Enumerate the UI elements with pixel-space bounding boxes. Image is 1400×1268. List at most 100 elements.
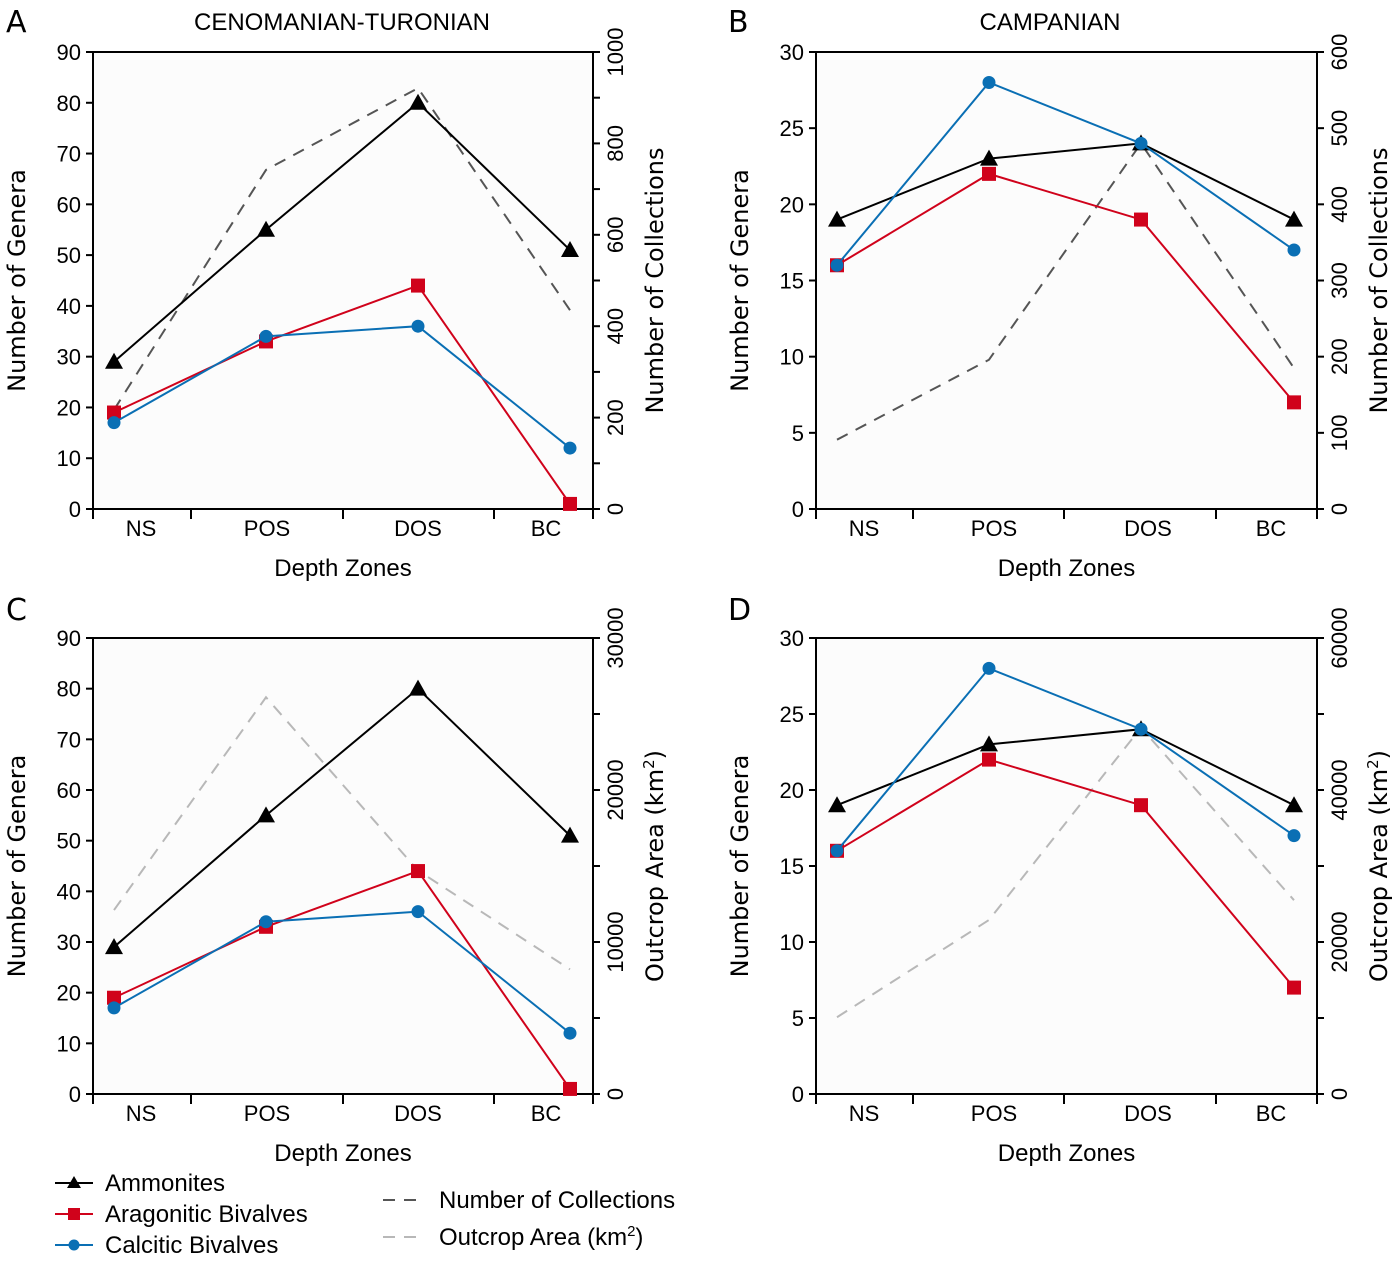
y2-tick-label: 600 (1327, 34, 1352, 71)
series-line-ammonites (836, 728, 1295, 807)
legend-marker-triangle (67, 1176, 81, 1188)
y-tick-label: 50 (57, 243, 81, 268)
y-tick-label: 5 (792, 421, 804, 446)
y-tick-label: 15 (780, 269, 804, 294)
y2-tick-label: 0 (603, 1088, 628, 1100)
data-point-aragonitic (107, 405, 121, 420)
y-axis-label: Number of Genera (3, 755, 31, 978)
series-line-ammonites (113, 101, 571, 363)
legend-item-ammonites: Ammonites (55, 1170, 225, 1197)
x-tick-label: BC (1256, 516, 1287, 541)
y2-tick-label: 20000 (1327, 911, 1352, 972)
y-tick-label: 40 (57, 294, 81, 319)
series-outcrop (836, 726, 1295, 1019)
x-tick-label: POS (971, 516, 1017, 541)
y-tick-label: 20 (780, 192, 804, 217)
y2-axis-label: Number of Collections (641, 147, 669, 413)
data-point-ammonites (257, 220, 275, 237)
data-point-calcitic (830, 258, 844, 272)
series-line-calcitic (113, 910, 571, 1034)
data-point-calcitic (982, 661, 996, 675)
y-axis-label: Number of Genera (726, 755, 754, 978)
x-axis-label: Depth Zones (998, 1140, 1135, 1167)
legend-marker-circle (68, 1239, 80, 1251)
y-tick-label: 30 (780, 626, 804, 651)
data-point-ammonites (409, 93, 427, 110)
y2-tick-label: 1000 (603, 28, 628, 77)
panel-d: D 0 5 10 15 20 25 30 0 20000 40000 60000 NS POS DOS BC D… (726, 593, 1393, 1167)
x-tick-label: NS (849, 1101, 880, 1126)
x-axis-label: Depth Zones (274, 1140, 411, 1167)
y-tick-label: 10 (57, 446, 81, 471)
panel-c: C 0 10 20 30 40 50 60 70 80 90 0 10000 20000 30000 NS PO… (3, 593, 669, 1167)
y2-tick-label: 100 (1327, 414, 1352, 451)
y-tick-label: 70 (57, 142, 81, 167)
data-point-ammonites (980, 735, 998, 752)
x-tick-label: BC (531, 1101, 562, 1126)
data-point-aragonitic (563, 496, 577, 511)
series-line-outcrop (836, 726, 1295, 1019)
panel-letter: D (728, 593, 751, 628)
y-tick-label: 10 (780, 345, 804, 370)
x-tick-label: BC (1256, 1101, 1287, 1126)
panel-b: B CAMPANIAN051015202530010020030040050060… (726, 5, 1393, 582)
y2-tick-label: 20000 (603, 759, 628, 820)
y2-tick-label: 0 (1327, 503, 1352, 515)
y-tick-label: 20 (57, 981, 81, 1006)
y-tick-label: 80 (57, 91, 81, 116)
y2-tick-label: 400 (603, 308, 628, 345)
legend-label: Number of Collections (439, 1187, 675, 1214)
y-tick-label: 20 (780, 778, 804, 803)
x-tick-label: POS (971, 1101, 1017, 1126)
data-point-calcitic (411, 319, 425, 333)
data-point-calcitic (1134, 136, 1148, 150)
x-tick-label: BC (531, 516, 562, 541)
data-point-aragonitic (1287, 395, 1301, 410)
y2-tick-label: 800 (603, 125, 628, 162)
series-line-collections (113, 86, 571, 411)
series-line-collections (836, 141, 1295, 441)
y-tick-label: 60 (57, 192, 81, 217)
y-tick-label: 70 (57, 727, 81, 752)
y2-tick-label: 30000 (603, 607, 628, 668)
series-outcrop (113, 695, 571, 971)
y2-tick-label: 600 (603, 216, 628, 253)
legend: Ammonites Aragonitic Bivalves Calcitic Biv… (55, 1170, 675, 1259)
series-line-aragonitic (836, 172, 1295, 404)
data-point-ammonites (828, 796, 846, 813)
series-line-outcrop (113, 695, 571, 971)
data-point-ammonites (1285, 210, 1303, 227)
data-point-ammonites (561, 241, 579, 258)
y-axis-label: Number of Genera (3, 169, 31, 392)
y2-tick-label: 10000 (603, 911, 628, 972)
series-ammonites (105, 679, 579, 955)
y2-tick-label: 300 (1327, 262, 1352, 299)
data-point-ammonites (257, 806, 275, 823)
data-point-calcitic (107, 416, 121, 430)
data-point-calcitic (982, 75, 996, 89)
series-line-aragonitic (836, 758, 1295, 989)
y-tick-label: 0 (69, 497, 81, 522)
data-point-calcitic (107, 1001, 121, 1015)
data-point-aragonitic (411, 864, 425, 879)
legend-label: Outcrop Area (km2) (439, 1223, 643, 1251)
series-line-calcitic (836, 81, 1295, 266)
y-tick-label: 60 (57, 778, 81, 803)
x-tick-label: POS (244, 1101, 290, 1126)
x-axis-label: Depth Zones (998, 555, 1135, 582)
y-tick-label: 30 (780, 40, 804, 65)
series-calcitic (107, 905, 577, 1040)
y2-tick-label: 0 (1327, 1088, 1352, 1100)
series-calcitic (107, 319, 577, 455)
y2-tick-label: 200 (603, 399, 628, 436)
y-tick-label: 80 (57, 677, 81, 702)
series-collections (836, 141, 1295, 441)
series-collections (113, 86, 571, 411)
y-tick-label: 40 (57, 879, 81, 904)
x-axis-label: Depth Zones (274, 555, 411, 582)
panel-letter: B (728, 5, 749, 40)
y-axis-label: Number of Genera (726, 169, 754, 392)
data-point-aragonitic (1134, 212, 1148, 227)
y-tick-label: 90 (57, 40, 81, 65)
